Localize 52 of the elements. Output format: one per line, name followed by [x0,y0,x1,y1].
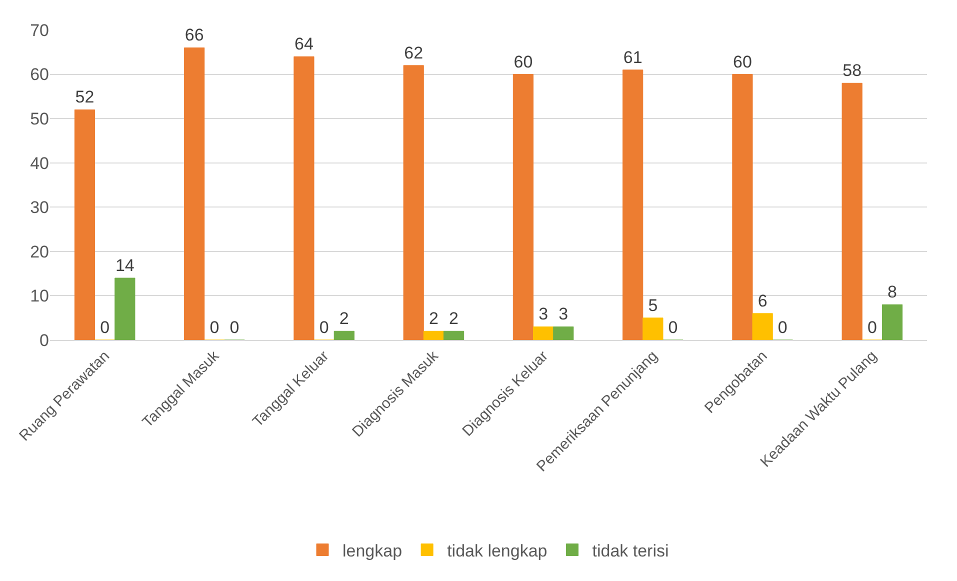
legend-label: lengkap [342,541,402,560]
y-tick-label: 50 [30,110,49,129]
y-tick-label: 30 [30,198,49,218]
data-label: 62 [404,43,424,62]
data-label: 3 [538,304,548,324]
y-tick-label: 40 [30,154,49,173]
data-label: 60 [733,52,752,72]
bar [334,330,354,340]
legend-label: tidak lengkap [447,541,548,560]
bar [512,74,534,340]
bar [294,56,314,340]
bar [184,47,205,340]
bar [882,304,903,340]
bar [423,330,444,340]
bar [842,82,862,340]
data-label: 2 [449,309,459,328]
data-label: 0 [778,318,788,337]
y-tick-label: 10 [30,286,49,306]
data-label: 60 [514,52,533,72]
y-tick-label: 70 [30,20,49,40]
legend-label: tidak terisi [592,541,669,560]
data-label: 0 [230,318,240,337]
bar [622,70,644,340]
data-label: 0 [319,318,329,337]
data-label: 52 [75,88,94,107]
y-tick-label: 0 [40,330,49,350]
bar [533,326,554,340]
bar [642,318,664,340]
data-label: 8 [888,282,898,302]
bar [114,278,136,340]
y-tick-label: 60 [30,65,49,84]
data-label: 3 [558,304,568,324]
data-label: 0 [867,318,877,337]
data-label: 2 [428,309,438,328]
data-label: 5 [648,296,658,315]
data-label: 2 [339,309,349,328]
data-label: 0 [210,318,220,337]
bar [553,326,574,340]
bar [732,74,753,340]
data-label: 61 [623,48,642,67]
data-label: 0 [100,318,110,337]
data-label: 66 [184,26,204,45]
bar [752,313,773,340]
data-label: 58 [842,61,862,80]
bar [443,330,464,340]
data-label: 0 [668,318,678,337]
bar [403,65,424,340]
data-label: 6 [758,291,768,310]
bar [74,109,96,340]
y-tick-label: 20 [30,242,49,262]
data-label: 14 [115,256,134,275]
data-label: 64 [294,34,314,54]
